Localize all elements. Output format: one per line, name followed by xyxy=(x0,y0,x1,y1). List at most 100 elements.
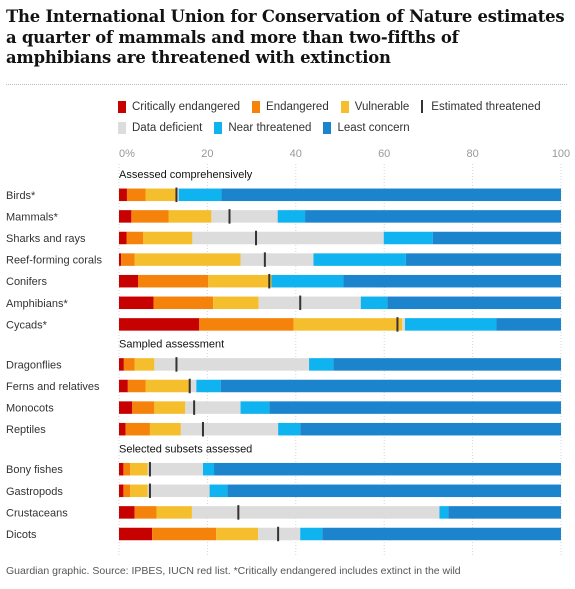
estimated-threatened-marker xyxy=(228,209,231,224)
bar-segment-endangered xyxy=(126,231,144,245)
bar-segment-near-threatened xyxy=(360,296,388,310)
bar-segment-data-deficient xyxy=(185,401,241,414)
x-tick-label: 0% xyxy=(119,148,135,160)
bar-segment-data-deficient xyxy=(176,188,179,202)
row-label: Dicots xyxy=(6,529,37,541)
bar-segment-near-threatened xyxy=(271,274,344,288)
bar-segment-least-concern xyxy=(305,210,561,223)
legend-row-1: Critically endangered Endangered Vulnerabl… xyxy=(118,100,553,113)
bar-segment-critically-endangered xyxy=(119,379,128,393)
bar-segment-data-deficient xyxy=(211,210,278,223)
group-header: Assessed comprehensively xyxy=(119,169,253,181)
bar-segment-vulnerable xyxy=(154,401,186,414)
row-label: Reef-forming corals xyxy=(6,255,102,267)
bar-segment-data-deficient xyxy=(154,358,310,371)
bar-segment-endangered xyxy=(123,484,131,498)
bar-segment-critically-endangered xyxy=(119,318,200,331)
legend-label: Estimated threatened xyxy=(431,100,541,113)
bar-segment-least-concern xyxy=(221,188,561,202)
row-label: Sharks and rays xyxy=(6,233,86,245)
estimated-threatened-marker xyxy=(263,252,266,267)
bar-segment-critically-endangered xyxy=(119,484,124,498)
bar-segment-endangered xyxy=(127,379,146,393)
bar-segment-data-deficient xyxy=(240,253,314,266)
bar-segment-critically-endangered xyxy=(119,506,135,519)
estimated-threatened-marker xyxy=(237,505,240,520)
title-divider xyxy=(6,84,567,85)
bar-segment-critically-endangered xyxy=(119,188,127,202)
estimated-threatened-marker xyxy=(201,421,204,437)
group-header: Selected subsets assessed xyxy=(119,443,252,455)
estimated-threatened-marker xyxy=(396,317,399,332)
legend-item-data-deficient: Data deficient xyxy=(118,122,202,134)
bar-segment-vulnerable xyxy=(208,274,272,288)
row-label: Dragonflies xyxy=(6,359,62,371)
bar-segment-least-concern xyxy=(432,231,561,245)
bar-segment-vulnerable xyxy=(130,484,148,498)
legend-label: Endangered xyxy=(266,100,329,113)
bar-segment-endangered xyxy=(152,527,217,541)
x-tick-label: 100 xyxy=(552,148,570,160)
row-label: Gastropods xyxy=(6,486,63,498)
bar-segment-endangered xyxy=(121,253,135,266)
bar-segment-near-threatened xyxy=(309,358,334,371)
bar-segment-critically-endangered xyxy=(119,358,124,371)
estimated-threatened-marker xyxy=(299,295,302,311)
row-label: Bony fishes xyxy=(6,464,63,476)
bar-segment-endangered xyxy=(125,422,150,436)
legend-item-vulnerable: Vulnerable xyxy=(340,100,410,113)
bar-segment-critically-endangered xyxy=(119,401,133,414)
bar-segment-endangered xyxy=(138,274,209,288)
legend-swatch xyxy=(340,100,349,113)
legend-label: Least concern xyxy=(337,122,410,134)
legend-item-estimated-threatened: Estimated threatened xyxy=(421,100,541,113)
legend-item-critically-endangered: Critically endangered xyxy=(118,100,240,113)
legend-item-endangered: Endangered xyxy=(252,100,329,113)
estimated-threatened-marker xyxy=(188,378,191,394)
bar-segment-data-deficient xyxy=(147,484,210,498)
bar-segment-endangered xyxy=(132,401,155,414)
row-label: Monocots xyxy=(6,403,54,415)
x-tick-label: 40 xyxy=(290,148,302,160)
legend-label: Near threatened xyxy=(228,122,312,134)
bar-segment-endangered xyxy=(134,506,157,519)
bar-segment-data-deficient xyxy=(191,506,440,519)
estimated-threatened-marker xyxy=(175,187,178,203)
bar-segment-near-threatened xyxy=(209,484,228,498)
bar-segment-vulnerable xyxy=(156,506,192,519)
bar-segment-data-deficient xyxy=(147,462,203,476)
bar-segment-least-concern xyxy=(405,253,561,266)
bar-segment-critically-endangered xyxy=(119,422,126,436)
bar-segment-vulnerable xyxy=(134,358,155,371)
bar-segment-endangered xyxy=(153,296,214,310)
x-tick-label: 80 xyxy=(466,148,478,160)
row-label: Crustaceans xyxy=(6,507,68,519)
legend-label: Vulnerable xyxy=(354,100,410,113)
row-label: Ferns and relatives xyxy=(6,381,100,393)
legend-swatch xyxy=(421,100,424,113)
stacked-bar-chart: 0% 20 40 60 80 100 Assessed comprehensively Bir… xyxy=(6,148,570,556)
bar-segment-near-threatened xyxy=(439,506,449,519)
row-label: Birds* xyxy=(6,190,36,202)
bar-segment-near-threatened xyxy=(300,527,323,541)
bar-segment-vulnerable xyxy=(293,318,403,331)
bar-segment-vulnerable xyxy=(149,422,181,436)
bar-segment-least-concern xyxy=(343,274,561,288)
bar-segment-endangered xyxy=(199,318,294,331)
estimated-threatened-marker xyxy=(148,461,151,477)
bar-segment-critically-endangered xyxy=(119,274,139,288)
legend-item-least-concern: Least concern xyxy=(323,122,410,134)
bar-segment-vulnerable xyxy=(130,462,148,476)
bar-segment-endangered xyxy=(126,188,146,202)
x-tick-label: 20 xyxy=(201,148,213,160)
bar-segment-critically-endangered xyxy=(119,210,132,223)
legend-swatch xyxy=(118,122,126,134)
bar-segment-least-concern xyxy=(227,484,562,498)
bar-segment-least-concern xyxy=(333,358,561,371)
bar-segment-least-concern xyxy=(322,527,561,541)
estimated-threatened-marker xyxy=(255,230,258,246)
bar-segment-data-deficient xyxy=(258,296,361,310)
bar-segment-near-threatened xyxy=(240,401,270,414)
bar-segment-least-concern xyxy=(387,296,561,310)
bar-segment-endangered xyxy=(123,462,131,476)
